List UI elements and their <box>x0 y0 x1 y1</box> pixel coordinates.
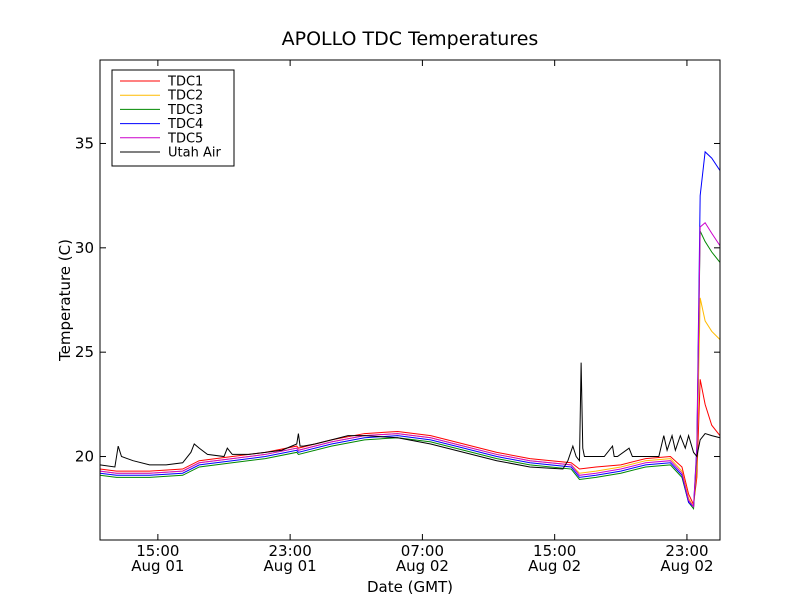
x-tick-label-time: 23:00 <box>269 542 312 560</box>
series-line-tdc4 <box>99 150 721 508</box>
legend-label-tdc3: TDC3 <box>167 103 203 118</box>
legend-label-tdc2: TDC2 <box>167 89 203 104</box>
y-tick-label: 20 <box>75 448 94 466</box>
x-tick-label-time: 23:00 <box>665 542 708 560</box>
x-tick-label-date: Aug 02 <box>660 557 713 575</box>
series-line-utah-air <box>99 362 721 470</box>
x-tick-label-date: Aug 01 <box>131 557 184 575</box>
y-tick-label: 30 <box>75 239 94 257</box>
plot-frame <box>99 59 721 541</box>
x-tick-label-time: 15:00 <box>533 542 576 560</box>
x-tick-label-time: 07:00 <box>401 542 444 560</box>
y-tick-label: 35 <box>75 134 94 152</box>
x-tick-label-date: Aug 02 <box>528 557 581 575</box>
y-tick-label: 25 <box>75 343 94 361</box>
legend-label-tdc1: TDC1 <box>167 75 203 90</box>
series-line-tdc2 <box>99 297 721 509</box>
x-tick-label-date: Aug 01 <box>264 557 317 575</box>
legend-label-tdc4: TDC4 <box>167 117 203 132</box>
x-axis-label: Date (GMT) <box>367 578 453 596</box>
legend-box <box>111 69 235 167</box>
y-axis-label: Temperature (C) <box>56 239 74 362</box>
x-tick-label-date: Aug 02 <box>396 557 449 575</box>
chart-title: APOLLO TDC Temperatures <box>282 28 539 50</box>
series-line-tdc5 <box>99 222 721 508</box>
series-layer <box>99 150 721 511</box>
series-line-tdc1 <box>99 379 721 507</box>
legend-label-utah-air: Utah Air <box>168 146 221 161</box>
legend-label-tdc5: TDC5 <box>167 131 203 146</box>
x-tick-label-time: 15:00 <box>136 542 179 560</box>
